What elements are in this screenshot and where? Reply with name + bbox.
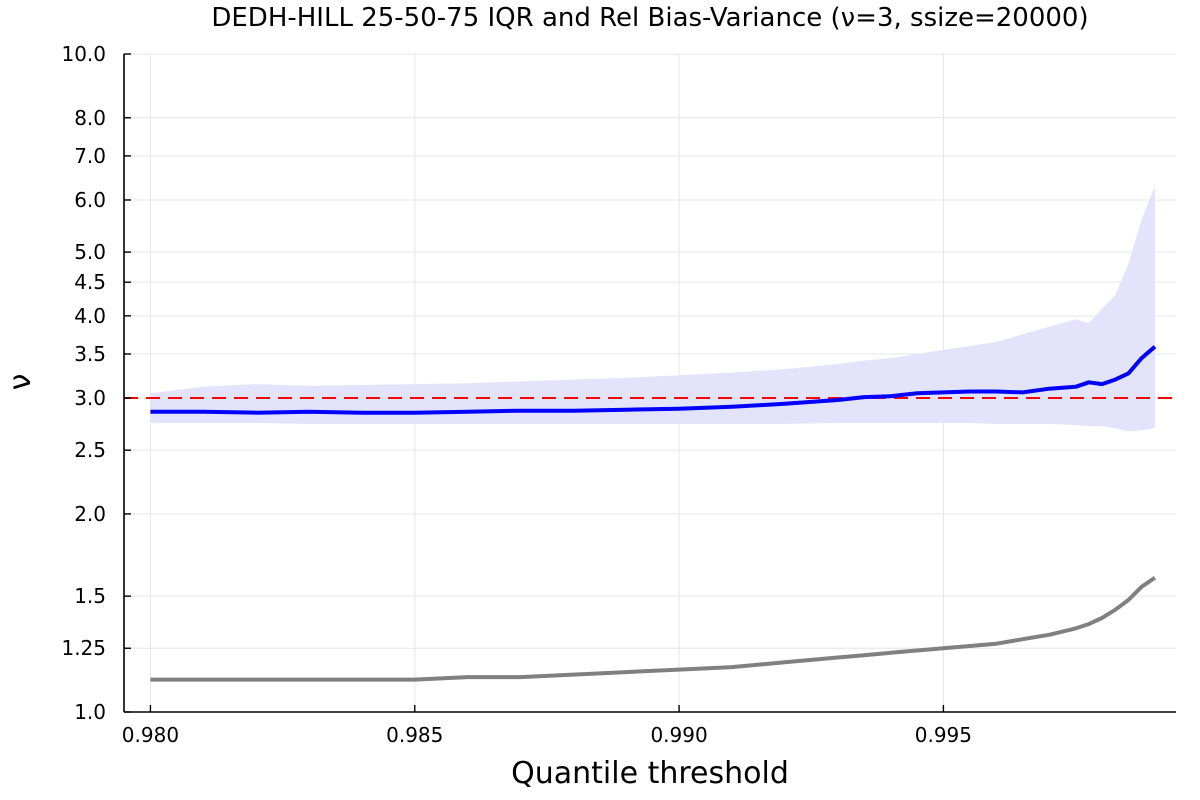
y-tick-label: 4.0 <box>74 304 106 328</box>
y-tick-label: 6.0 <box>74 188 106 212</box>
y-tick-label: 1.5 <box>74 584 106 608</box>
y-tick-label: 4.5 <box>74 270 106 294</box>
y-tick-label: 2.5 <box>74 438 106 462</box>
y-tick-label: 10.0 <box>61 42 106 66</box>
y-tick-label: 2.0 <box>74 502 106 526</box>
iqr-band <box>150 186 1155 432</box>
x-tick-label: 0.980 <box>122 723 179 747</box>
y-ticks: 1.0 1.25 1.5 2.0 2.5 3.0 3.5 4.0 4.5 5.0 6.0 7.0 8.0… <box>61 42 131 724</box>
y-tick-label: 1.0 <box>74 700 106 724</box>
y-tick-label: 3.5 <box>74 342 106 366</box>
y-tick-label: 8.0 <box>74 106 106 130</box>
x-ticks: 0.980 0.985 0.990 0.995 <box>122 705 972 747</box>
y-axis-label: ν <box>3 374 38 391</box>
y-tick-label: 3.0 <box>74 386 106 410</box>
relative-line <box>150 576 1157 682</box>
chart-title: DEDH-HILL 25-50-75 IQR and Rel Bias-Vari… <box>211 3 1088 33</box>
x-tick-label: 0.985 <box>386 723 443 747</box>
y-tick-label: 5.0 <box>74 240 106 264</box>
y-tick-label: 7.0 <box>74 144 106 168</box>
x-tick-label: 0.995 <box>915 723 972 747</box>
y-tick-label: 1.25 <box>61 636 106 660</box>
x-axis-label: Quantile threshold <box>511 756 789 791</box>
median-line <box>150 345 1157 415</box>
x-tick-label: 0.990 <box>650 723 707 747</box>
